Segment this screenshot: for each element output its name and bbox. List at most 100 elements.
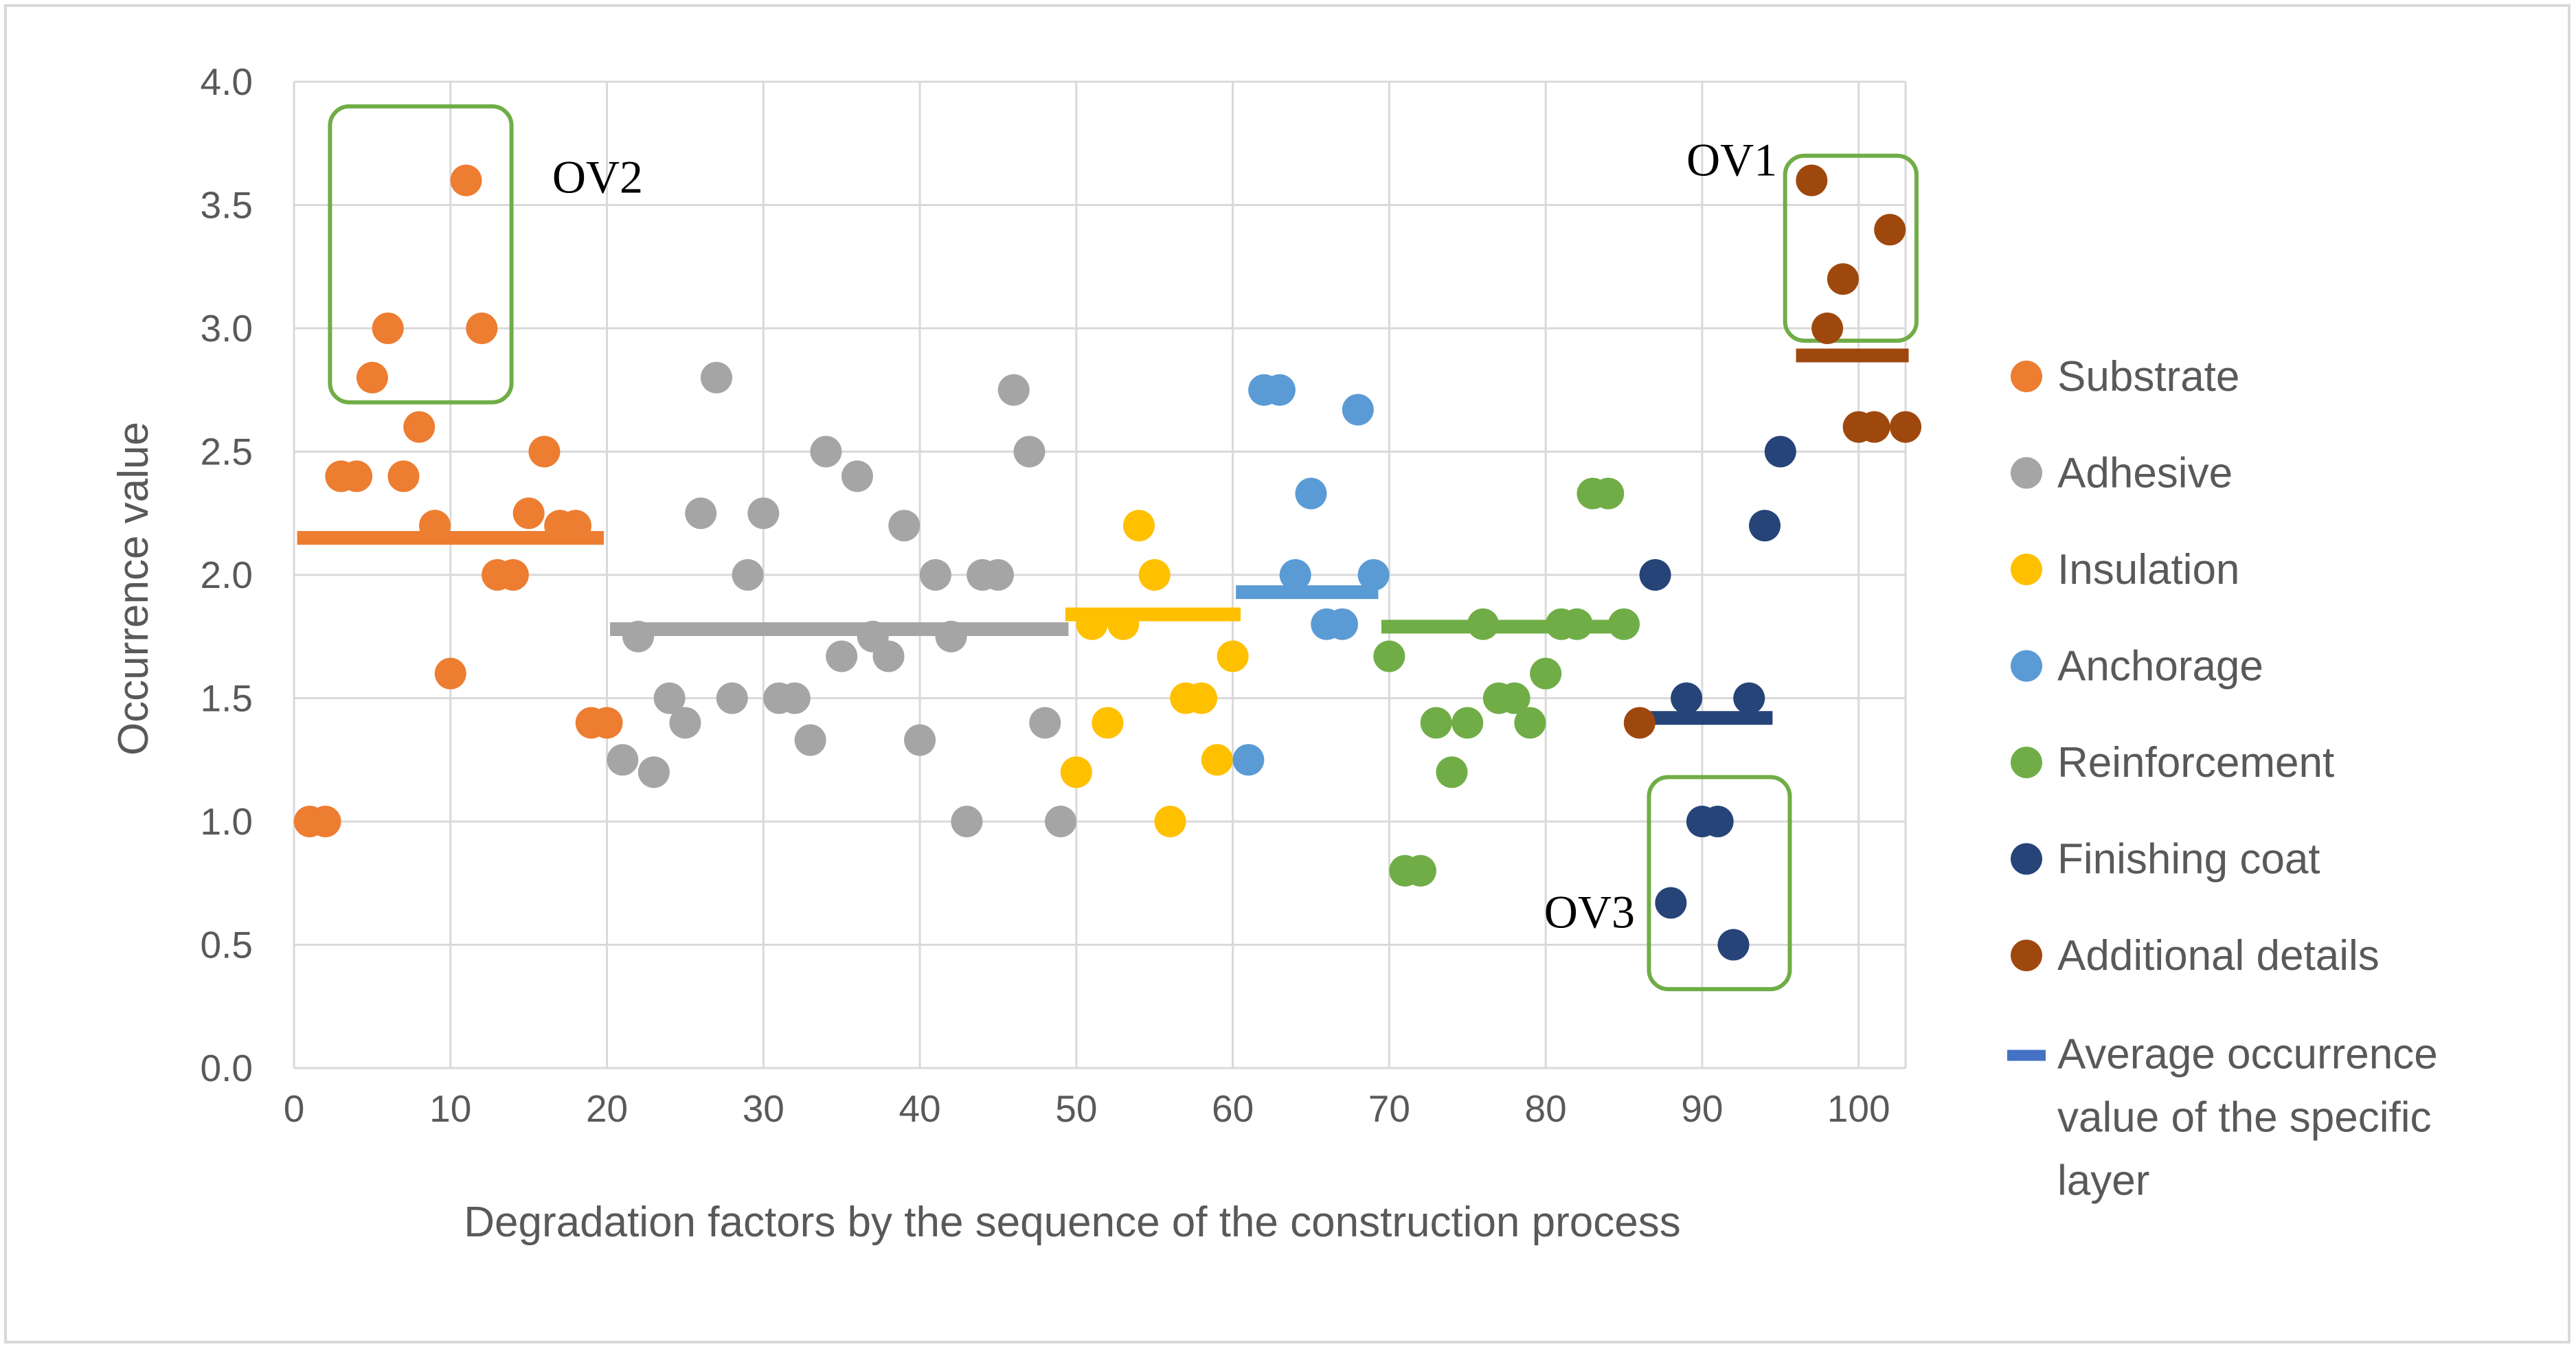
point-insulation <box>1122 510 1155 542</box>
point-finishing-coat <box>1764 435 1796 468</box>
point-finishing-coat <box>1639 559 1671 591</box>
point-substrate <box>372 313 404 344</box>
point-anchorage <box>1342 394 1374 426</box>
annotations: OV2 OV1 OV3 <box>328 104 1919 992</box>
point-adhesive <box>826 640 858 672</box>
point-insulation <box>1154 806 1186 837</box>
point-insulation <box>1138 559 1171 591</box>
y-tick-label: 2.0 <box>201 554 253 596</box>
point-anchorage <box>1326 608 1359 640</box>
point-substrate <box>512 497 545 530</box>
x-tick-label: 0 <box>284 1087 305 1130</box>
legend-label-average: Average occurrence value of the specific l… <box>2057 1031 2438 1205</box>
point-reinforcement <box>1451 707 1484 739</box>
legend-label-anchorage: Anchorage <box>2057 643 2263 690</box>
point-substrate <box>434 657 466 690</box>
point-adhesive <box>669 707 701 739</box>
point-anchorage <box>1263 374 1296 406</box>
point-adhesive <box>919 559 951 591</box>
annotation-label-ov2: OV2 <box>552 151 643 203</box>
point-finishing-coat <box>1733 682 1765 714</box>
point-finishing-coat <box>1671 682 1703 714</box>
point-reinforcement <box>1467 608 1500 640</box>
point-additional-details <box>1827 263 1859 295</box>
x-tick-label: 100 <box>1827 1087 1890 1130</box>
point-adhesive <box>637 756 670 789</box>
point-adhesive <box>700 361 732 394</box>
annotation-box-ov1 <box>1783 153 1919 343</box>
point-substrate <box>450 164 482 196</box>
point-adhesive <box>778 682 811 714</box>
legend-marker-substrate <box>2011 361 2042 392</box>
legend-marker-adhesive <box>2011 457 2042 489</box>
point-substrate <box>559 510 591 542</box>
point-substrate <box>466 313 498 344</box>
point-reinforcement <box>1436 756 1468 789</box>
point-reinforcement <box>1373 640 1405 672</box>
legend-marker-anchorage <box>2011 650 2042 682</box>
point-adhesive <box>888 510 920 542</box>
point-substrate <box>497 559 529 591</box>
point-adhesive <box>872 640 905 672</box>
point-additional-details <box>1890 411 1921 443</box>
point-reinforcement <box>1608 608 1640 640</box>
x-axis-title: Degradation factors by the sequence of t… <box>464 1199 1680 1246</box>
chart-border <box>4 4 2571 1344</box>
legend-label-additional-details: Additional details <box>2057 932 2380 979</box>
point-finishing-coat <box>1717 929 1750 961</box>
point-finishing-coat <box>1749 510 1781 542</box>
x-tick-label: 50 <box>1055 1087 1097 1130</box>
y-tick-label: 3.5 <box>201 184 253 227</box>
annotation-label-ov1: OV1 <box>1686 133 1777 185</box>
point-adhesive <box>841 460 873 492</box>
legend-label-substrate: Substrate <box>2057 353 2239 400</box>
data-points <box>293 164 1921 961</box>
annotation-box-ov3 <box>1647 775 1792 992</box>
tick-labels: 0 10 20 30 40 50 60 70 80 90 100 0.0 0.5 1.0 1.5 2.0 2.5… <box>201 60 1890 1130</box>
point-reinforcement <box>1420 707 1452 739</box>
point-additional-details <box>1796 164 1828 196</box>
point-adhesive <box>997 374 1030 406</box>
point-anchorage <box>1295 477 1327 510</box>
point-adhesive <box>716 682 748 714</box>
y-tick-label: 3.0 <box>201 307 253 350</box>
axis-titles: Degradation factors by the sequence of t… <box>110 422 1681 1246</box>
x-tick-label: 40 <box>899 1087 940 1130</box>
point-reinforcement <box>1592 477 1625 510</box>
point-adhesive <box>951 806 983 837</box>
point-reinforcement <box>1514 707 1546 739</box>
point-additional-details <box>1858 411 1890 443</box>
point-additional-details <box>1811 313 1844 344</box>
y-tick-label: 0.0 <box>201 1047 253 1089</box>
legend-label-average-line: layer <box>2057 1157 2149 1205</box>
point-substrate <box>418 510 451 542</box>
legend-label-insulation: Insulation <box>2057 546 2239 593</box>
y-axis-title: Occurrence value <box>110 422 157 756</box>
point-reinforcement <box>1498 682 1530 714</box>
point-adhesive <box>982 559 1014 591</box>
legend-label-average-line: Average occurrence <box>2057 1031 2438 1078</box>
point-insulation <box>1186 682 1218 714</box>
x-tick-label: 60 <box>1212 1087 1254 1130</box>
annotation-box-ov2 <box>328 104 514 405</box>
point-substrate <box>591 707 623 739</box>
point-adhesive <box>607 744 639 776</box>
point-insulation <box>1107 608 1140 640</box>
point-reinforcement <box>1404 854 1436 887</box>
point-adhesive <box>794 724 826 756</box>
point-adhesive <box>1029 707 1061 739</box>
annotation-label-ov3: OV3 <box>1544 885 1635 938</box>
point-substrate <box>403 411 436 443</box>
point-adhesive <box>935 620 967 653</box>
point-adhesive <box>747 497 780 530</box>
point-substrate <box>528 435 561 468</box>
point-additional-details <box>1874 214 1906 246</box>
legend: Substrate Adhesive Insulation Anchorage Rein… <box>2007 353 2438 1205</box>
y-tick-label: 2.5 <box>201 431 253 473</box>
point-substrate <box>341 460 373 492</box>
point-finishing-coat <box>1655 887 1687 919</box>
point-adhesive <box>1013 435 1046 468</box>
x-tick-label: 70 <box>1368 1087 1410 1130</box>
point-adhesive <box>904 724 936 756</box>
